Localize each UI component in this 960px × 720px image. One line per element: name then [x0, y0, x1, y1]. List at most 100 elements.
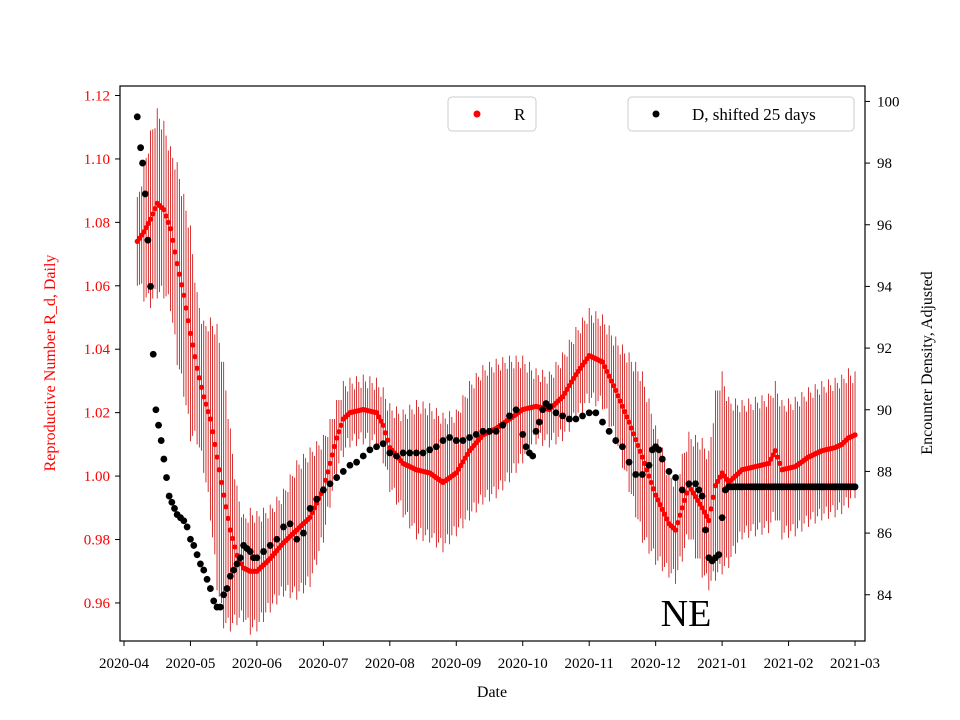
x-tick-label: 2020-11	[564, 656, 613, 672]
r-point	[684, 490, 690, 496]
legend-d-label: D, shifted 25 days	[692, 105, 816, 124]
x-tick-label: 2021-02	[764, 656, 814, 672]
r-point	[338, 422, 344, 428]
left-tick-label: 1.12	[84, 89, 110, 105]
r-point	[187, 330, 194, 336]
d-point	[183, 523, 191, 531]
d-point	[612, 437, 620, 444]
d-point	[246, 548, 254, 555]
legend-d: D, shifted 25 days	[627, 96, 855, 132]
d-point	[625, 458, 633, 466]
r-point	[770, 452, 776, 458]
d-point	[512, 406, 520, 414]
r-point	[145, 220, 151, 227]
plot-frame	[119, 85, 866, 642]
errorbar-layer	[136, 108, 856, 635]
d-point	[665, 468, 673, 475]
r-point	[701, 509, 707, 515]
r-point	[198, 384, 205, 390]
r-point	[380, 422, 386, 428]
d-point	[286, 520, 294, 528]
d-point	[157, 437, 165, 444]
d-point	[210, 597, 218, 605]
d-point	[190, 542, 198, 549]
d-point	[585, 409, 593, 417]
r-point	[704, 513, 710, 519]
r-point	[229, 535, 236, 542]
r-point	[708, 506, 714, 512]
d-point	[253, 554, 261, 562]
d-point	[655, 446, 663, 454]
d-point	[446, 434, 454, 441]
d-point	[168, 498, 176, 506]
d-point	[273, 535, 281, 543]
r-point	[657, 502, 663, 508]
d-point	[539, 406, 547, 414]
d-point	[223, 585, 231, 592]
right-tick-label: 98	[877, 156, 892, 172]
d-point	[197, 560, 204, 568]
d-point	[373, 443, 380, 451]
d-point	[206, 585, 214, 592]
d-point	[165, 492, 173, 500]
d-point	[293, 535, 301, 543]
r-point	[327, 460, 333, 466]
r-point	[646, 473, 652, 479]
d-point	[216, 603, 224, 611]
d-point	[133, 113, 141, 121]
r-point	[617, 398, 623, 404]
r-point	[681, 497, 688, 503]
d-point	[658, 455, 666, 463]
right-tick-label: 86	[877, 526, 893, 542]
r-point	[334, 435, 340, 441]
x-axis-label: Date	[477, 684, 507, 701]
r-point	[624, 414, 630, 420]
x-tick-label: 2021-03	[830, 656, 880, 672]
r-point	[190, 342, 196, 348]
r-point	[659, 506, 665, 512]
r-point	[163, 213, 169, 219]
d-point	[230, 566, 238, 574]
d-point	[141, 190, 149, 198]
left-tick-label: 1.00	[84, 469, 110, 485]
legend-r-box	[447, 96, 537, 132]
left-axis: 0.96 0.98 1.00 1.02 1.04 1.06 1.08 1.10 1.12	[84, 89, 120, 612]
d-point	[260, 548, 267, 555]
r-point	[677, 512, 683, 518]
r-point	[336, 429, 342, 435]
left-axis-label: Reproductive Number R_d, Daily	[42, 255, 59, 472]
r-point	[626, 419, 632, 425]
d-point	[339, 468, 347, 475]
d-point	[426, 446, 434, 454]
x-axis: 2020-04 2020-05 2020-06 2020-07 2020-08 2020-…	[99, 641, 880, 672]
r-point	[661, 511, 668, 517]
r-point	[633, 437, 639, 443]
d-point	[545, 403, 553, 411]
d-point	[522, 443, 530, 451]
x-tick-label: 2020-06	[232, 656, 282, 672]
r-point	[637, 448, 643, 454]
d-point	[452, 437, 460, 444]
r-point	[679, 505, 685, 511]
d-point	[678, 486, 686, 494]
d-point	[300, 529, 307, 537]
d-point	[532, 427, 540, 435]
r-point	[152, 206, 158, 212]
right-tick-label: 96	[877, 218, 893, 234]
d-point	[319, 486, 327, 494]
d-point	[147, 283, 154, 290]
r-point	[852, 432, 858, 438]
d-point	[702, 526, 709, 534]
right-tick-label: 88	[877, 464, 892, 480]
r-point	[185, 318, 191, 324]
left-tick-label: 1.10	[84, 152, 110, 168]
d-point	[137, 144, 145, 152]
d-point	[220, 591, 228, 599]
d-point	[718, 514, 726, 522]
r-point	[378, 418, 384, 424]
r-point	[710, 494, 716, 500]
d-point	[439, 437, 447, 444]
r-point	[194, 365, 200, 371]
r-point	[331, 443, 338, 450]
